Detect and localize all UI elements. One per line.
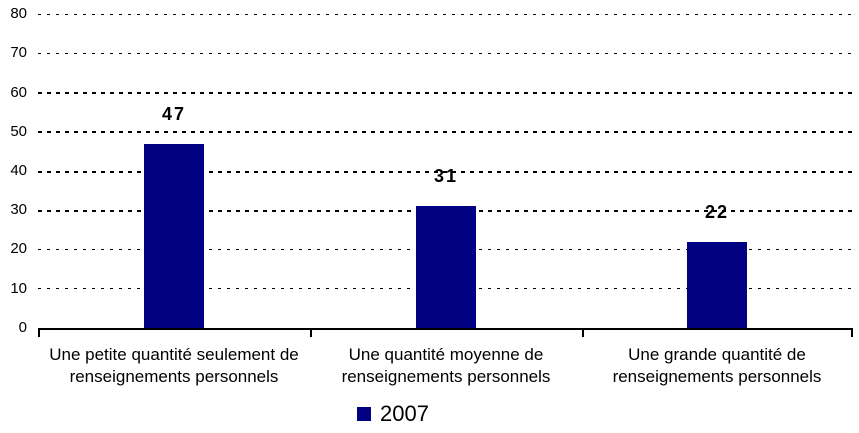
y-axis-label-30: 30 — [10, 201, 27, 218]
category-label-line: renseignements personnels — [341, 367, 551, 386]
bar-value-label-3: 22 — [704, 202, 730, 222]
bar-2007-petite-quantite — [144, 144, 204, 328]
y-axis-label-60: 60 — [10, 84, 27, 101]
category-label-quantite-moyenne: Une quantité moyenne de renseignements p… — [310, 344, 582, 388]
legend-label-2007: 2007 — [380, 401, 429, 426]
x-axis-tick-1 — [38, 328, 40, 337]
y-axis-label-0: 0 — [18, 319, 27, 336]
gridline-60 — [38, 92, 853, 94]
gridline-50 — [38, 131, 853, 133]
y-axis-label-20: 20 — [10, 240, 27, 257]
x-axis-tick-3 — [582, 328, 584, 337]
category-label-line: renseignements personnels — [612, 367, 822, 386]
x-axis-tick-4 — [851, 328, 853, 337]
legend: 2007 — [357, 401, 429, 426]
x-axis-tick-2 — [310, 328, 312, 337]
x-axis-line — [38, 328, 853, 330]
bar-group-3: 22 — [581, 0, 853, 328]
category-label-petite-quantite: Une petite quantité seulement de renseig… — [38, 344, 310, 388]
category-label-line: Une grande quantité de — [628, 345, 806, 364]
bar-group-2: 31 — [310, 0, 582, 328]
gridline-40 — [38, 171, 853, 173]
y-axis-label-10: 10 — [10, 280, 27, 297]
bar-value-label-1: 47 — [161, 104, 187, 124]
category-label-line: renseignements personnels — [69, 367, 279, 386]
y-axis-label-50: 50 — [10, 123, 27, 140]
gridline-70 — [38, 53, 853, 54]
category-label-line: Une quantité moyenne de — [348, 345, 544, 364]
y-axis-label-70: 70 — [10, 44, 27, 61]
bar-value-label-2: 31 — [433, 166, 459, 186]
bar-2007-quantite-moyenne — [416, 206, 476, 328]
y-axis-label-80: 80 — [10, 5, 27, 22]
category-label-grande-quantite: Une grande quantité de renseignements pe… — [581, 344, 853, 388]
bar-group-1: 47 — [38, 0, 310, 328]
bar-2007-grande-quantite — [687, 242, 747, 328]
legend-swatch-2007 — [357, 406, 371, 421]
gridline-80 — [38, 14, 853, 15]
category-label-line: Une petite quantité seulement de — [49, 345, 299, 364]
y-axis-label-40: 40 — [10, 162, 27, 179]
